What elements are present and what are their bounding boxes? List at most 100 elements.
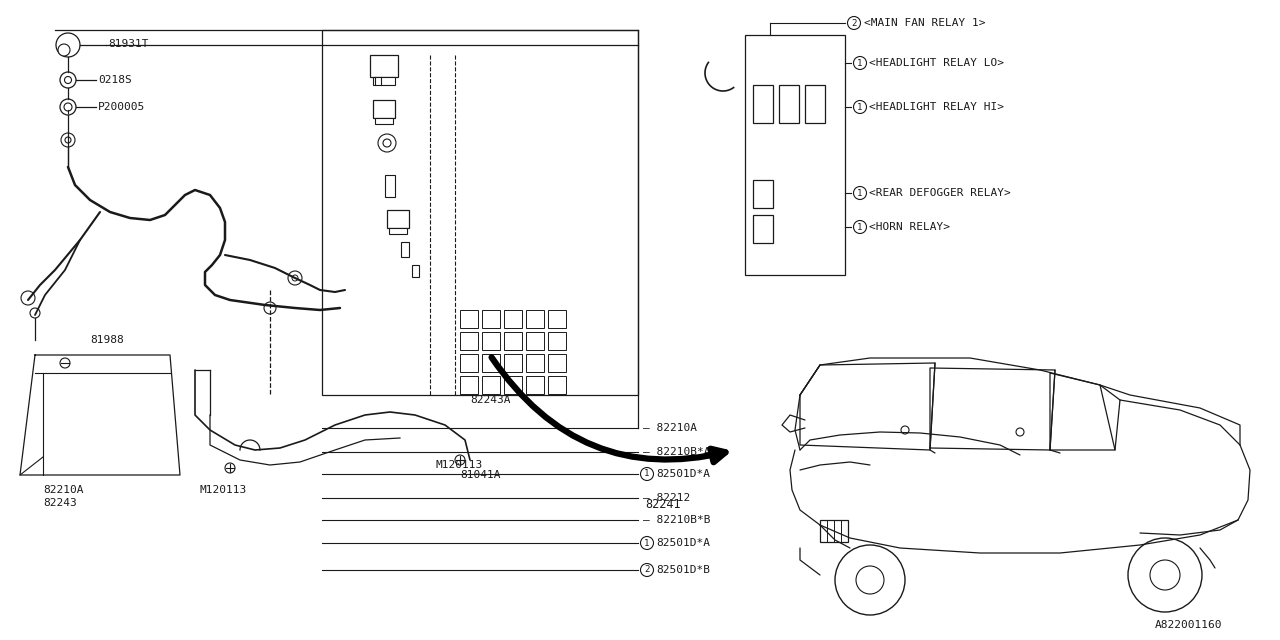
Text: 1: 1 xyxy=(858,223,863,232)
Bar xyxy=(548,332,566,350)
Bar xyxy=(460,354,477,372)
Text: 82241: 82241 xyxy=(645,499,681,511)
Circle shape xyxy=(856,566,884,594)
Bar xyxy=(753,215,773,243)
Bar xyxy=(526,332,544,350)
Bar xyxy=(401,242,410,257)
Bar xyxy=(504,332,522,350)
Circle shape xyxy=(854,186,867,200)
Text: 81041A: 81041A xyxy=(460,470,500,480)
Text: 1: 1 xyxy=(858,102,863,111)
Text: <HEADLIGHT RELAY HI>: <HEADLIGHT RELAY HI> xyxy=(869,102,1004,112)
Circle shape xyxy=(854,221,867,234)
Text: <REAR DEFOGGER RELAY>: <REAR DEFOGGER RELAY> xyxy=(869,188,1011,198)
Text: <HORN RELAY>: <HORN RELAY> xyxy=(869,222,950,232)
Bar xyxy=(805,85,826,123)
Text: — 82210B*B: — 82210B*B xyxy=(643,515,710,525)
Text: — 82210B*A: — 82210B*A xyxy=(643,447,710,457)
Text: M120113: M120113 xyxy=(200,485,247,495)
Bar xyxy=(780,85,799,123)
Circle shape xyxy=(292,275,298,281)
Circle shape xyxy=(383,139,390,147)
Text: 1: 1 xyxy=(644,538,650,547)
Circle shape xyxy=(1149,560,1180,590)
Bar xyxy=(745,35,845,275)
Text: 81988: 81988 xyxy=(90,335,124,345)
Bar xyxy=(548,354,566,372)
Bar xyxy=(370,55,398,77)
Text: — 82212: — 82212 xyxy=(643,493,690,503)
Bar xyxy=(323,30,637,395)
Circle shape xyxy=(854,56,867,70)
Bar xyxy=(753,85,773,123)
Bar xyxy=(526,310,544,328)
Circle shape xyxy=(901,426,909,434)
Bar xyxy=(548,376,566,394)
Text: M120113: M120113 xyxy=(435,460,483,470)
Bar xyxy=(753,180,773,208)
Bar xyxy=(372,77,396,85)
Circle shape xyxy=(847,17,860,29)
Bar xyxy=(483,310,500,328)
Bar xyxy=(412,265,419,277)
Circle shape xyxy=(61,133,76,147)
Text: 82243: 82243 xyxy=(44,498,77,508)
Circle shape xyxy=(640,467,654,481)
Text: 0218S: 0218S xyxy=(99,75,132,85)
Text: 2: 2 xyxy=(851,19,856,28)
Text: 1: 1 xyxy=(644,470,650,479)
Circle shape xyxy=(1128,538,1202,612)
Bar xyxy=(372,100,396,118)
Circle shape xyxy=(854,100,867,113)
Bar xyxy=(460,310,477,328)
Text: P200005: P200005 xyxy=(99,102,145,112)
Circle shape xyxy=(835,545,905,615)
Bar xyxy=(460,376,477,394)
Text: A822001160: A822001160 xyxy=(1155,620,1222,630)
Circle shape xyxy=(264,302,276,314)
Circle shape xyxy=(454,455,465,465)
Bar xyxy=(504,376,522,394)
Text: 82501D*B: 82501D*B xyxy=(657,565,710,575)
Bar xyxy=(526,376,544,394)
Circle shape xyxy=(56,33,79,57)
Text: 1: 1 xyxy=(858,58,863,67)
Circle shape xyxy=(640,563,654,577)
Circle shape xyxy=(60,72,76,88)
Text: <HEADLIGHT RELAY LO>: <HEADLIGHT RELAY LO> xyxy=(869,58,1004,68)
Bar xyxy=(483,354,500,372)
Bar xyxy=(504,310,522,328)
Bar xyxy=(389,228,407,234)
Bar xyxy=(387,210,410,228)
Circle shape xyxy=(225,463,236,473)
Circle shape xyxy=(640,536,654,550)
Circle shape xyxy=(64,103,72,111)
Bar xyxy=(483,376,500,394)
Bar xyxy=(820,520,849,542)
Text: <MAIN FAN RELAY 1>: <MAIN FAN RELAY 1> xyxy=(864,18,986,28)
Text: 82501D*A: 82501D*A xyxy=(657,538,710,548)
Text: — 82210A: — 82210A xyxy=(643,423,698,433)
Text: 1: 1 xyxy=(858,189,863,198)
Text: 82501D*A: 82501D*A xyxy=(657,469,710,479)
Circle shape xyxy=(1016,428,1024,436)
Bar xyxy=(385,175,396,197)
Bar xyxy=(375,118,393,124)
Circle shape xyxy=(60,358,70,368)
Bar xyxy=(504,354,522,372)
Circle shape xyxy=(378,134,396,152)
Bar xyxy=(483,332,500,350)
Text: 81931T: 81931T xyxy=(108,39,148,49)
Circle shape xyxy=(58,44,70,56)
Circle shape xyxy=(29,308,40,318)
Circle shape xyxy=(65,137,70,143)
Circle shape xyxy=(288,271,302,285)
Circle shape xyxy=(64,77,72,83)
Bar xyxy=(460,332,477,350)
Bar xyxy=(526,354,544,372)
Text: 82210A: 82210A xyxy=(44,485,83,495)
Bar xyxy=(548,310,566,328)
Circle shape xyxy=(20,291,35,305)
Circle shape xyxy=(60,99,76,115)
Text: 2: 2 xyxy=(644,566,650,575)
